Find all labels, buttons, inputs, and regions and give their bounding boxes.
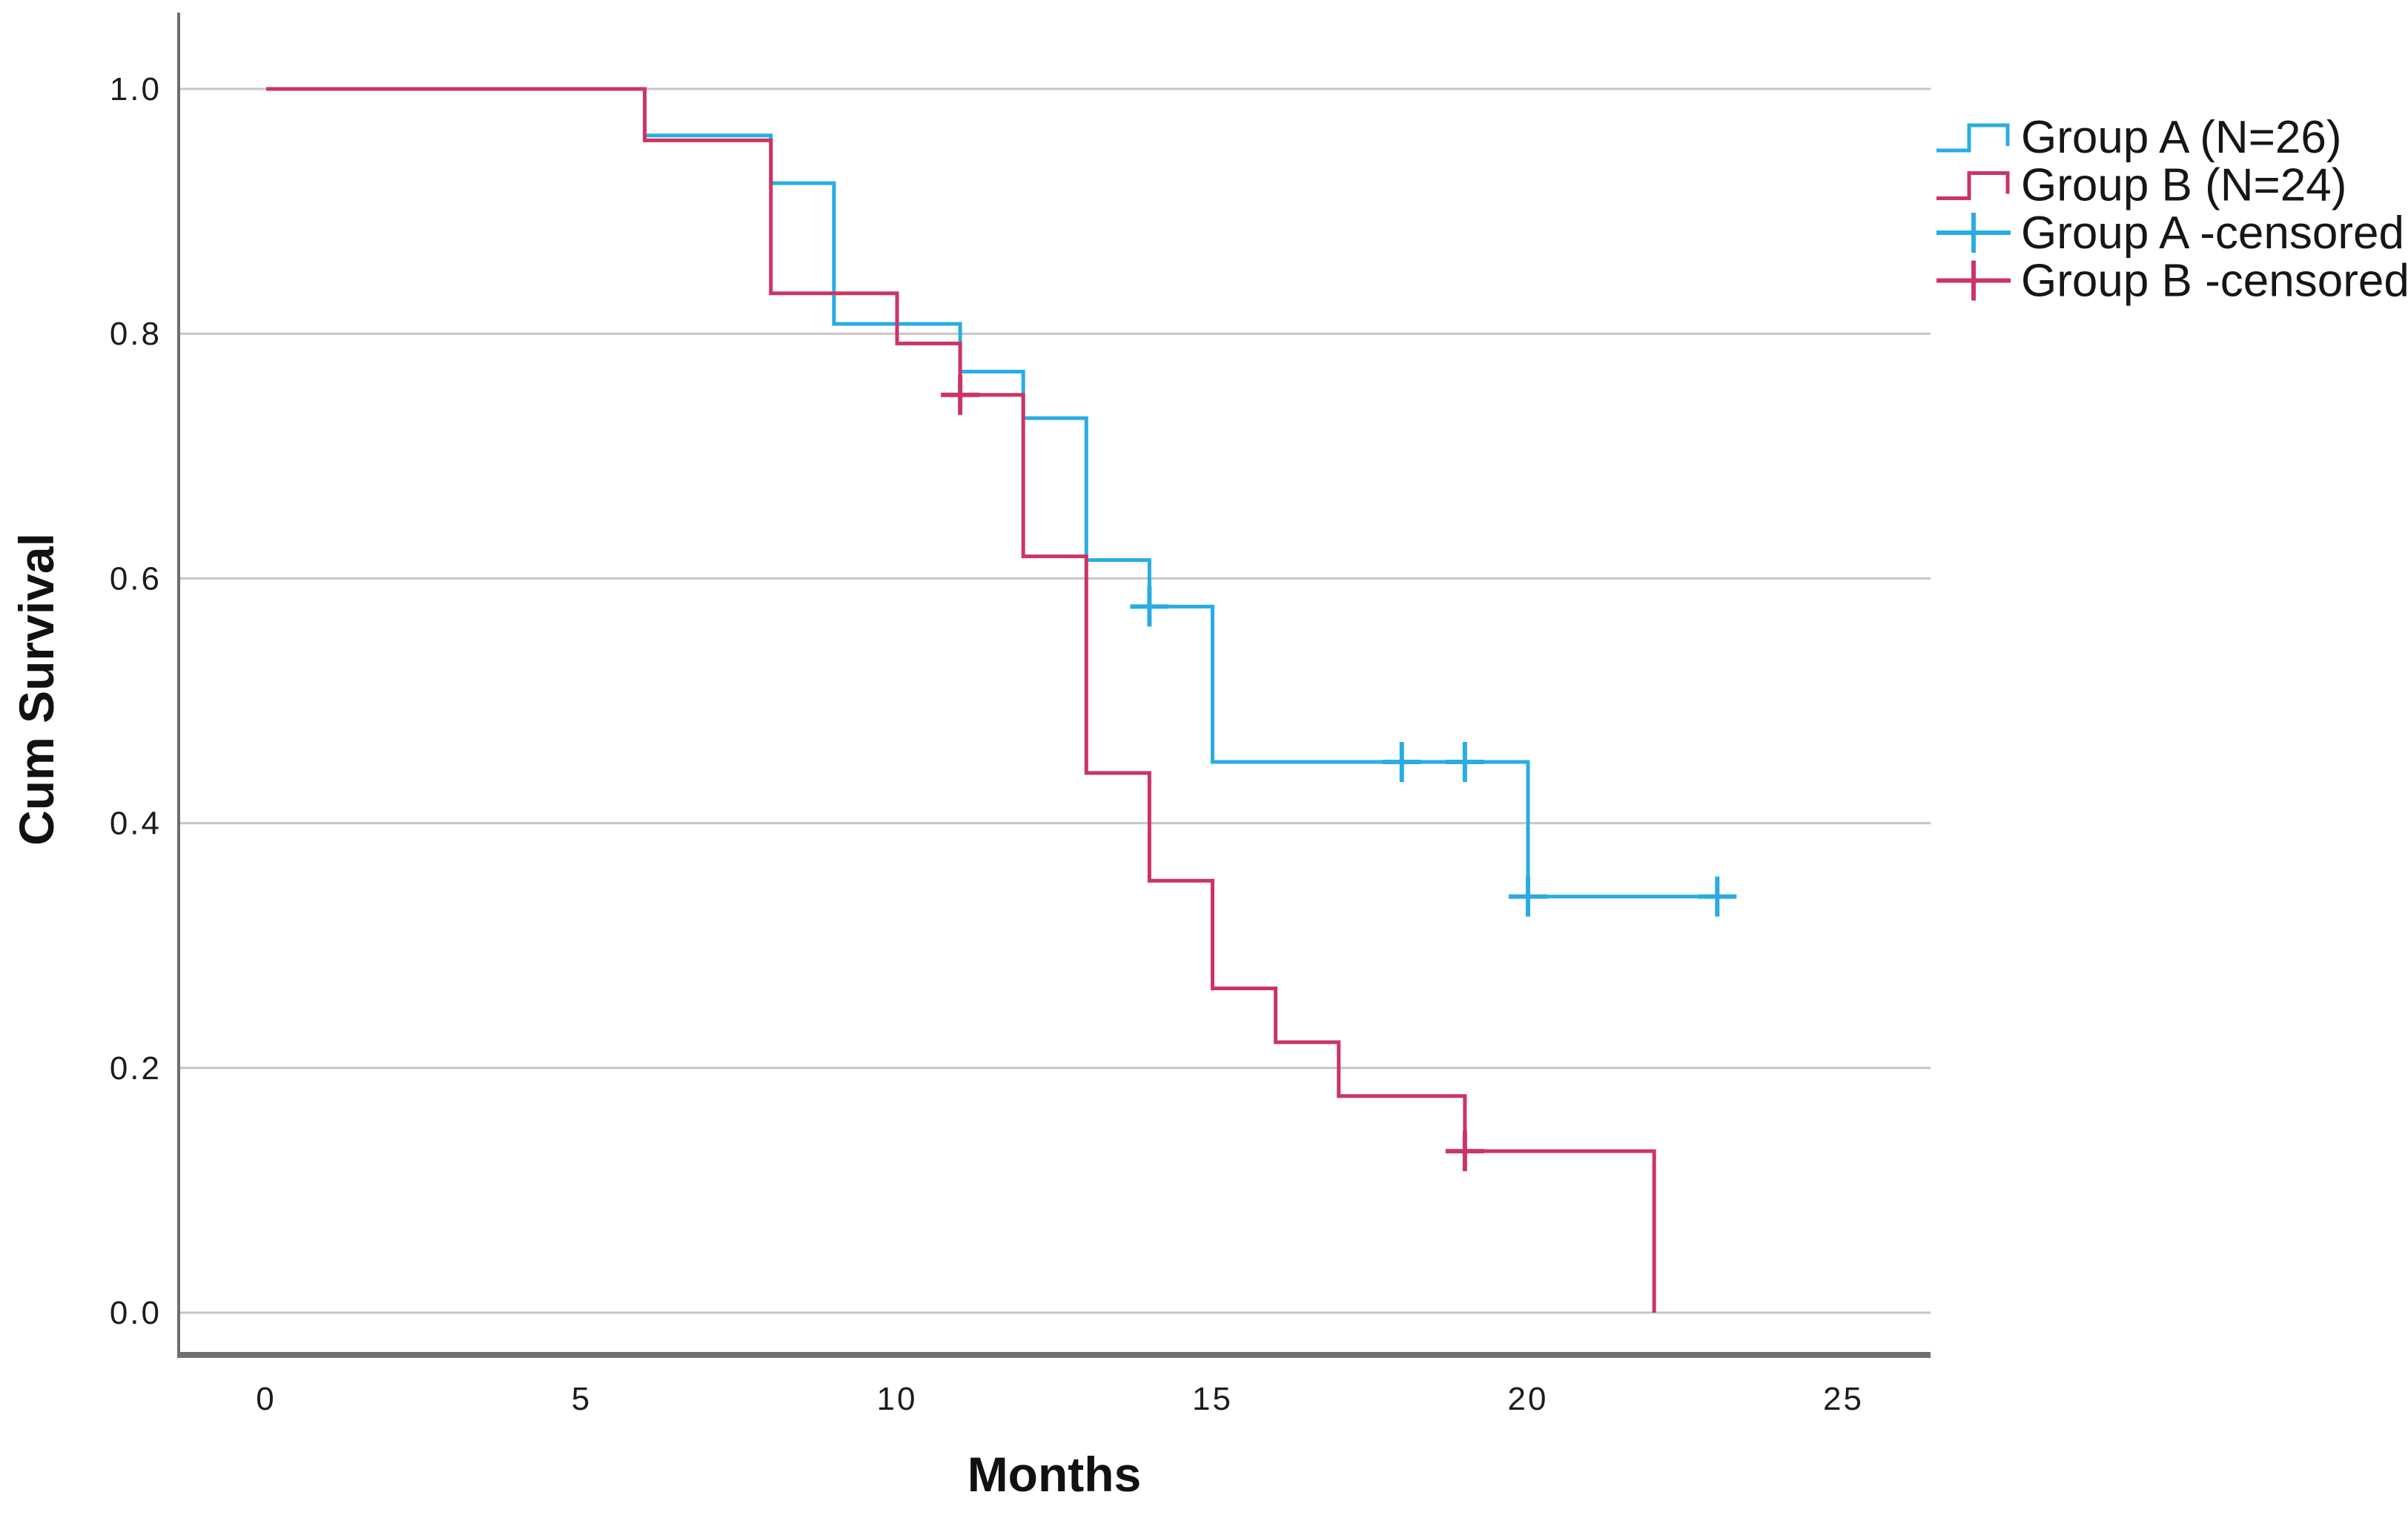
censor-mark-group-a (1382, 742, 1421, 783)
legend-item-group-a-censored: Group A -censored (1936, 208, 2404, 259)
y-tick-label: 0.6 (110, 560, 162, 597)
legend-item-group-a: Group A (N=26) (1936, 112, 2342, 163)
x-tick-label: 20 (1508, 1381, 1549, 1417)
legend-label: Group B -censored (2021, 256, 2408, 307)
censor-mark-group-a (1509, 876, 1547, 917)
x-tick-label: 0 (256, 1381, 276, 1417)
legend-label: Group A -censored (2021, 208, 2404, 259)
y-tick-label: 0.4 (110, 806, 162, 842)
censor-marks (941, 374, 1737, 1172)
censor-mark-group-a (1445, 742, 1484, 783)
legend-label: Group A (N=26) (2021, 112, 2342, 163)
gridlines (177, 87, 1931, 1314)
censor-mark-group-a (1130, 586, 1169, 627)
km-curve-group-b (266, 87, 1656, 1313)
y-tick-label: 0.0 (110, 1295, 162, 1331)
legend: Group A (N=26)Group B (N=24)Group A -cen… (1936, 112, 2408, 307)
y-tick-label: 1.0 (110, 71, 162, 107)
legend-step-glyph (1936, 123, 2010, 153)
legend-item-group-b-censored: Group B -censored (1936, 256, 2408, 307)
x-tick-label: 25 (1823, 1381, 1864, 1417)
x-axis-title: Months (968, 1447, 1142, 1502)
tick-labels: 1.0 0.8 0.6 0.4 0.2 0.0 0 5 10 15 20 25 (110, 71, 1864, 1417)
y-axis-title: Cum Survival (9, 533, 64, 846)
x-tick-label: 15 (1192, 1381, 1233, 1417)
legend-label: Group B (N=24) (2021, 160, 2346, 211)
legend-step-glyph (1936, 171, 2010, 200)
legend-item-group-b: Group B (N=24) (1936, 160, 2346, 211)
x-tick-label: 5 (572, 1381, 592, 1417)
survival-curves (266, 87, 1718, 1313)
censor-mark-group-a (1698, 876, 1737, 917)
km-curve-group-a (266, 87, 1718, 899)
axes (177, 13, 1931, 1358)
y-tick-label: 0.8 (110, 316, 162, 352)
censor-mark-group-b (1445, 1131, 1484, 1172)
censor-mark-group-b (941, 374, 980, 415)
y-tick-label: 0.2 (110, 1050, 162, 1087)
x-tick-label: 10 (877, 1381, 918, 1417)
